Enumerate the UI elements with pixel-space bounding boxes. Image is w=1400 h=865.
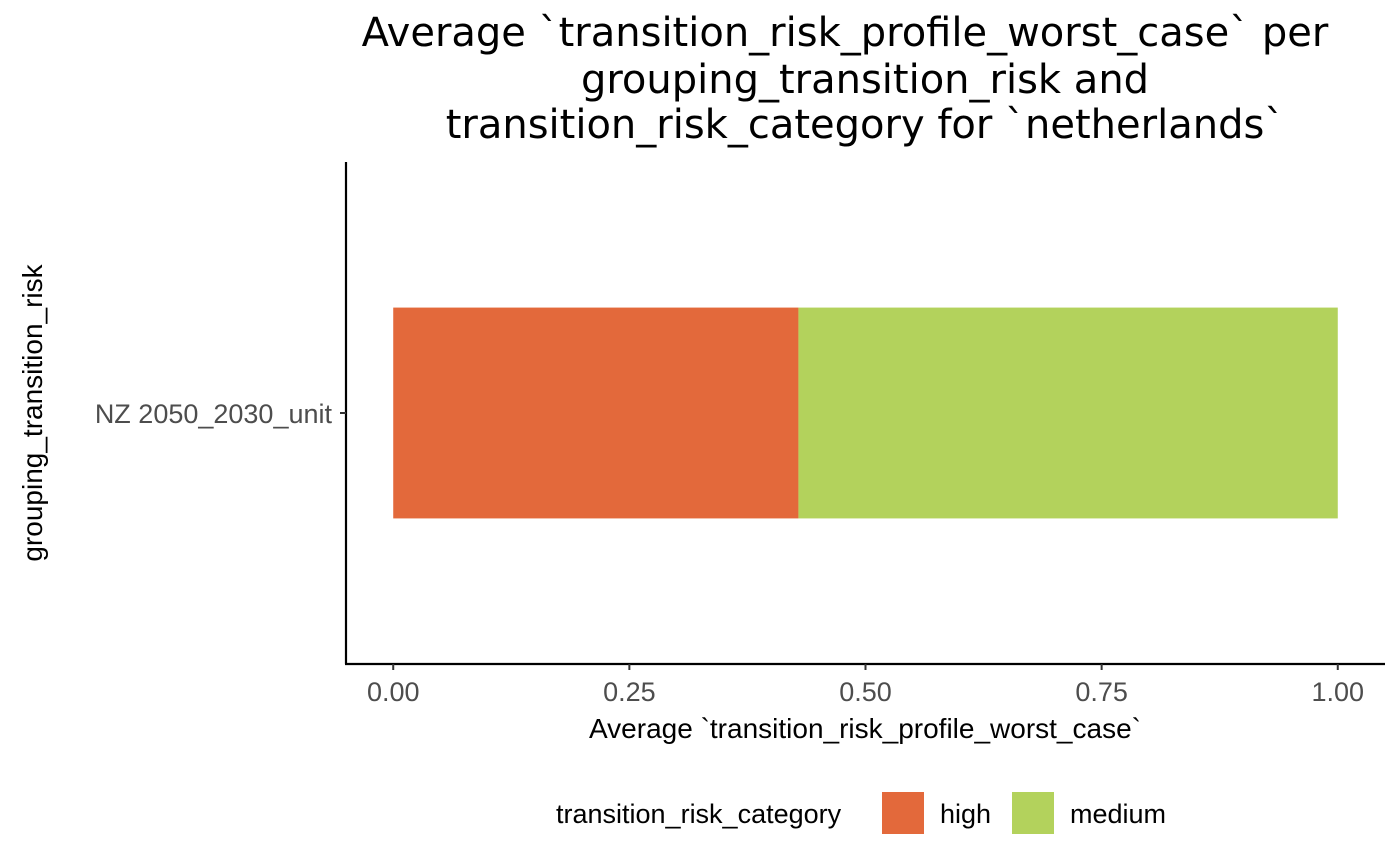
chart-title-line-3: transition_risk_category for `netherland… xyxy=(446,102,1285,148)
y-axis-ticks: NZ 2050_2030_unit xyxy=(95,399,346,429)
legend-title: transition_risk_category xyxy=(556,799,842,829)
legend-label-high: high xyxy=(940,799,991,829)
x-tick-label: 0.25 xyxy=(603,677,656,707)
x-tick-label: 1.00 xyxy=(1311,677,1364,707)
y-tick-label: NZ 2050_2030_unit xyxy=(95,399,333,429)
bar-segment-high xyxy=(393,307,799,519)
bar-segment-medium xyxy=(798,307,1338,519)
legend-label-medium: medium xyxy=(1070,799,1166,829)
x-axis-ticks: 0.00 0.25 0.50 0.75 1.00 xyxy=(367,664,1364,707)
plot-area xyxy=(393,307,1338,519)
chart-title-line-2: grouping_transition_risk and xyxy=(581,57,1149,103)
x-tick-label: 0.00 xyxy=(367,677,420,707)
x-axis-title: Average `transition_risk_profile_worst_c… xyxy=(589,713,1141,744)
legend-key-high xyxy=(882,792,924,834)
x-tick-label: 0.75 xyxy=(1075,677,1128,707)
legend: transition_risk_category high medium xyxy=(556,792,1166,834)
x-tick-label: 0.50 xyxy=(839,677,892,707)
legend-key-medium xyxy=(1012,792,1054,834)
chart-title-line-1: Average `transition_risk_profile_worst_c… xyxy=(362,10,1329,56)
y-axis-title: grouping_transition_risk xyxy=(17,263,48,561)
chart-title: Average `transition_risk_profile_worst_c… xyxy=(362,10,1329,148)
